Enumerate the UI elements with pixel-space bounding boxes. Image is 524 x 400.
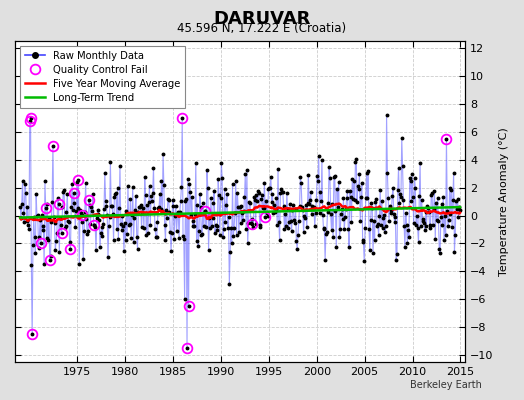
Text: 45.596 N, 17.222 E (Croatia): 45.596 N, 17.222 E (Croatia) (178, 22, 346, 35)
Text: Berkeley Earth: Berkeley Earth (410, 380, 482, 390)
Legend: Raw Monthly Data, Quality Control Fail, Five Year Moving Average, Long-Term Tren: Raw Monthly Data, Quality Control Fail, … (20, 46, 185, 108)
Y-axis label: Temperature Anomaly (°C): Temperature Anomaly (°C) (499, 127, 509, 276)
Text: DARUVAR: DARUVAR (213, 10, 311, 28)
